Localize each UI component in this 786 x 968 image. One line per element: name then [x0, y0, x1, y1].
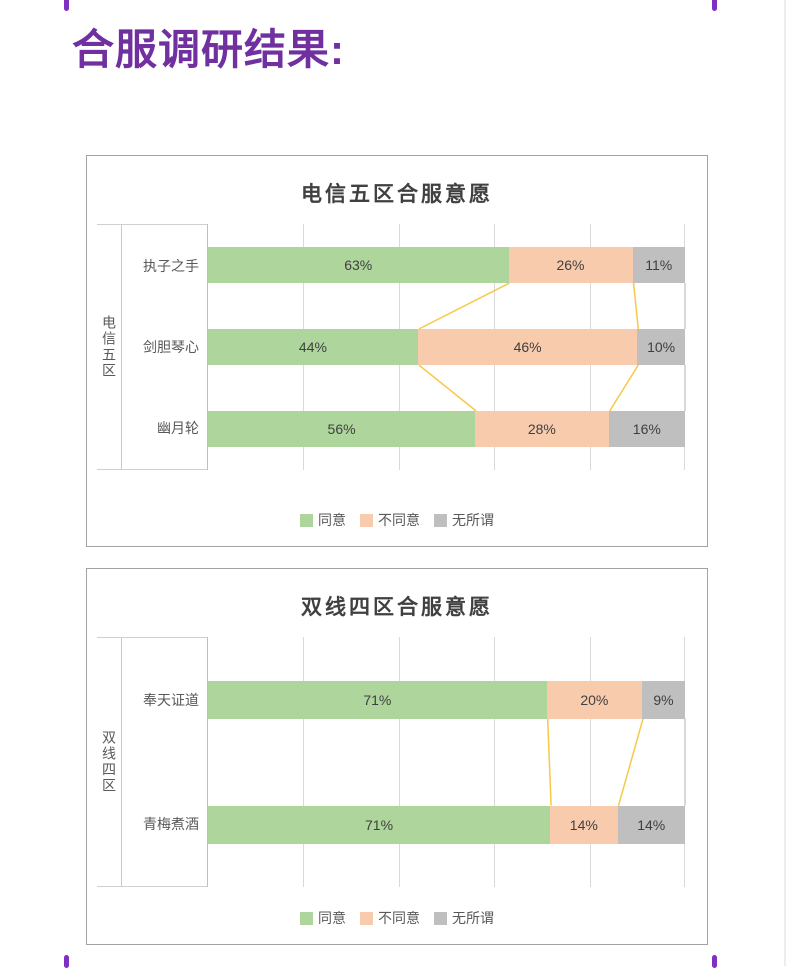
gridline	[303, 637, 305, 887]
legend-swatch	[434, 513, 447, 527]
bar-segment-0: 56%	[208, 411, 476, 447]
bar-segment-0: 44%	[208, 329, 418, 365]
bar-row: 44% 46% 10%	[208, 306, 685, 388]
bar-segment-1: 20%	[546, 680, 643, 719]
border-dash-top-left	[64, 0, 69, 11]
bar-segment-2: 9%	[642, 680, 685, 719]
chart-card-telecom-zone5: 电信五区合服意愿 电信五区 执子之手 剑胆琴心 幽月轮 63% 26% 11% 44% 46% 10…	[86, 155, 708, 547]
category-label: 剑胆琴心	[143, 338, 199, 355]
legend-swatch	[300, 911, 313, 925]
category-axis: 电信五区 执子之手 剑胆琴心 幽月轮	[97, 224, 207, 470]
legend-swatch	[360, 911, 373, 925]
axis-group-label: 双线四区	[101, 730, 117, 794]
bar-stack: 71% 14% 14%	[208, 805, 685, 844]
border-dash-bottom-left	[64, 955, 69, 968]
legend-item: 无所谓	[434, 908, 494, 928]
bar-value-label: 71%	[363, 691, 392, 708]
legend-swatch	[360, 513, 373, 527]
bar-stack: 63% 26% 11%	[208, 247, 685, 283]
bar-value-label: 63%	[344, 257, 373, 273]
bar-segment-2: 14%	[617, 805, 685, 844]
bar-segment-0: 71%	[208, 680, 547, 719]
chart-title: 电信五区合服意愿	[301, 183, 493, 206]
plot-bars: 71% 20% 9% 71% 14% 14%	[207, 637, 686, 887]
border-dash-bottom-right	[712, 955, 717, 968]
legend-swatch	[434, 911, 447, 925]
axis-group-label: 电信五区	[101, 315, 117, 379]
bar-row: 71% 14% 14%	[208, 762, 685, 887]
legend-item: 同意	[300, 908, 346, 928]
page-title: 合服调研结果:	[72, 26, 345, 73]
bar-value-label: 14%	[637, 816, 666, 833]
bar-segment-1: 14%	[550, 805, 618, 844]
bar-segment-0: 71%	[208, 805, 551, 844]
category-labels: 奉天证道 青梅煮酒	[121, 638, 207, 886]
legend: 同意 不同意 无所谓	[87, 510, 707, 530]
bar-segment-1: 28%	[475, 411, 609, 447]
bar-segment-2: 11%	[632, 247, 685, 283]
bar-value-label: 26%	[556, 257, 585, 273]
plot-bars: 63% 26% 11% 44% 46% 10% 56% 28% 16%	[207, 224, 686, 470]
bar-segment-0: 63%	[208, 247, 509, 283]
bar-value-label: 14%	[569, 816, 598, 833]
category-label: 奉天证道	[143, 692, 199, 708]
legend-item: 无所谓	[434, 510, 494, 530]
bar-value-label: 28%	[527, 421, 556, 437]
plot-area: 电信五区 执子之手 剑胆琴心 幽月轮 63% 26% 11% 44% 46% 10% 56% 28% 1…	[97, 224, 686, 470]
bar-value-label: 44%	[298, 339, 327, 355]
category-label: 幽月轮	[157, 420, 199, 437]
bar-stack: 56% 28% 16%	[208, 411, 685, 447]
legend: 同意 不同意 无所谓	[87, 908, 707, 928]
bar-value-label: 46%	[513, 339, 542, 355]
gridline	[684, 637, 685, 887]
gridline	[398, 637, 400, 887]
category-axis: 双线四区 奉天证道 青梅煮酒	[97, 637, 207, 887]
bar-row: 71% 20% 9%	[208, 637, 685, 762]
legend-swatch	[300, 513, 313, 527]
bar-value-label: 9%	[653, 691, 674, 708]
bar-value-label: 20%	[580, 691, 609, 708]
bar-segment-1: 46%	[417, 329, 638, 365]
bar-segment-2: 10%	[637, 329, 685, 365]
bar-value-label: 16%	[632, 421, 661, 437]
gridline	[494, 637, 496, 887]
bar-row: 56% 28% 16%	[208, 388, 685, 470]
plot-area: 双线四区 奉天证道 青梅煮酒 71% 20% 9% 71% 14% 14%	[97, 637, 686, 887]
legend-item: 不同意	[360, 510, 420, 530]
legend-label: 不同意	[378, 910, 420, 926]
border-dash-top-right	[712, 0, 717, 11]
chart-title: 双线四区合服意愿	[301, 596, 493, 619]
gridline	[589, 637, 591, 887]
bar-stack: 71% 20% 9%	[208, 680, 685, 719]
bar-stack: 44% 46% 10%	[208, 329, 685, 365]
legend-label: 无所谓	[452, 910, 494, 926]
category-labels: 执子之手剑胆琴心幽月轮	[121, 225, 207, 469]
bar-segment-1: 26%	[508, 247, 633, 283]
bar-segment-2: 16%	[608, 411, 685, 447]
bar-row: 63% 26% 11%	[208, 224, 685, 306]
category-label: 青梅煮酒	[143, 816, 199, 832]
legend-label: 同意	[318, 512, 346, 528]
chart-card-dualline-zone4: 双线四区合服意愿 双线四区 奉天证道 青梅煮酒 71% 20% 9% 71% 14% 14% 同意不…	[86, 568, 708, 945]
legend-label: 同意	[318, 910, 346, 926]
category-label: 执子之手	[143, 257, 199, 274]
bar-value-label: 10%	[647, 339, 676, 355]
bar-value-label: 71%	[365, 816, 394, 833]
page-right-edge	[784, 0, 786, 966]
legend-item: 同意	[300, 510, 346, 530]
bar-value-label: 11%	[645, 257, 673, 273]
legend-label: 不同意	[378, 512, 420, 528]
bar-value-label: 56%	[327, 421, 356, 437]
legend-label: 无所谓	[452, 512, 494, 528]
legend-item: 不同意	[360, 908, 420, 928]
